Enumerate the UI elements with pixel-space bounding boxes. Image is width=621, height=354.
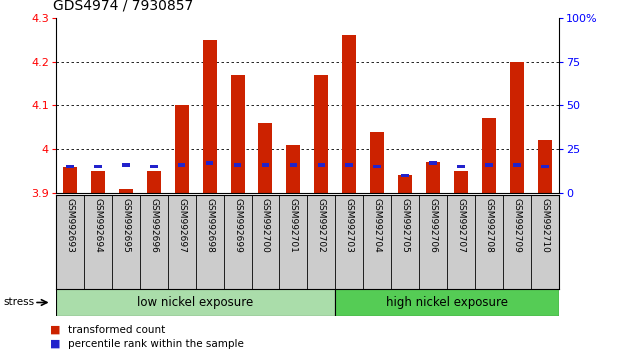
Bar [206,161,214,165]
Bar [429,161,437,165]
Bar [63,167,77,193]
Bar [150,165,158,169]
Text: GSM992704: GSM992704 [373,198,382,252]
Bar [261,163,270,167]
Bar [147,171,161,193]
Text: ■: ■ [50,339,60,349]
Text: low nickel exposure: low nickel exposure [137,296,254,309]
Text: GSM992696: GSM992696 [149,198,158,252]
Text: GSM992694: GSM992694 [93,198,102,252]
Bar [258,123,273,193]
Bar [94,165,102,169]
Text: stress: stress [3,297,34,308]
Bar [401,174,409,177]
Bar [91,171,105,193]
Bar [510,62,524,193]
Text: ■: ■ [50,325,60,335]
Bar [119,189,133,193]
Text: GSM992709: GSM992709 [512,198,522,252]
Bar [345,163,353,167]
Bar [286,145,301,193]
Text: GSM992697: GSM992697 [177,198,186,252]
Text: GSM992705: GSM992705 [401,198,410,252]
Bar [233,163,242,167]
Text: GSM992700: GSM992700 [261,198,270,252]
Bar [513,163,521,167]
Bar [541,165,549,169]
Text: GSM992707: GSM992707 [456,198,466,252]
Bar [66,165,74,169]
Text: GSM992695: GSM992695 [121,198,130,252]
Text: GSM992702: GSM992702 [317,198,326,252]
Bar [178,163,186,167]
Bar [457,165,465,169]
Bar [56,289,335,316]
Bar [335,289,559,316]
Text: GSM992701: GSM992701 [289,198,298,252]
Bar [485,163,493,167]
Bar [314,75,329,193]
Text: GDS4974 / 7930857: GDS4974 / 7930857 [53,0,193,12]
Bar [454,171,468,193]
Bar [175,105,189,193]
Bar [230,75,245,193]
Bar [317,163,325,167]
Text: GSM992698: GSM992698 [205,198,214,252]
Text: GSM992703: GSM992703 [345,198,354,252]
Bar [426,162,440,193]
Bar [122,163,130,167]
Text: GSM992699: GSM992699 [233,198,242,252]
Bar [398,176,412,193]
Text: percentile rank within the sample: percentile rank within the sample [68,339,244,349]
Text: GSM992693: GSM992693 [65,198,75,252]
Text: transformed count: transformed count [68,325,166,335]
Text: GSM992710: GSM992710 [540,198,550,252]
Bar [373,165,381,169]
Bar [202,40,217,193]
Bar [289,163,297,167]
Bar [538,141,552,193]
Bar [482,119,496,193]
Bar [342,35,356,193]
Text: GSM992706: GSM992706 [428,198,438,252]
Bar [370,132,384,193]
Text: high nickel exposure: high nickel exposure [386,296,508,309]
Text: GSM992708: GSM992708 [484,198,494,252]
